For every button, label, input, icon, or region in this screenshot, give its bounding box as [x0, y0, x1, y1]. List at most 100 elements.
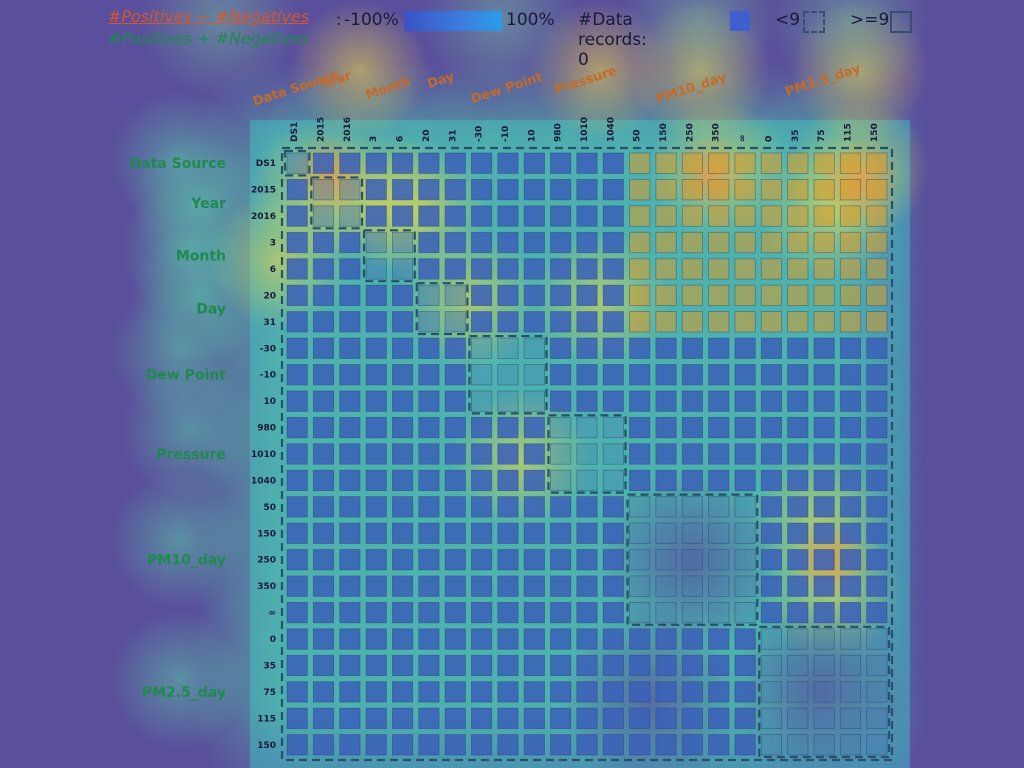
matrix-cell — [339, 681, 361, 703]
matrix-cell — [760, 416, 783, 439]
matrix-cell — [523, 601, 545, 624]
matrix-cell — [444, 311, 466, 333]
matrix-cell — [418, 205, 440, 227]
matrix-cell — [813, 734, 835, 756]
matrix-cell — [444, 443, 466, 465]
matrix-cell — [708, 364, 730, 386]
matrix-cell — [339, 469, 361, 492]
row-tick-label: 350 — [257, 582, 276, 592]
matrix-cell — [365, 496, 387, 518]
matrix-cell — [576, 575, 598, 597]
matrix-cell — [391, 311, 414, 333]
matrix-cell — [866, 496, 888, 518]
matrix-cell — [312, 179, 335, 201]
matrix-cell — [550, 179, 572, 201]
matrix-cell — [655, 522, 677, 544]
matrix-cell — [681, 284, 703, 307]
matrix-cell — [418, 734, 440, 756]
matrix-cell — [760, 734, 783, 756]
matrix-cell — [708, 390, 730, 412]
matrix-cell — [866, 152, 888, 174]
row-tick-label: ∞ — [269, 609, 277, 619]
matrix-cell — [418, 416, 440, 439]
matrix-cell — [471, 152, 493, 174]
matrix-cell — [391, 654, 414, 677]
matrix-cell — [787, 416, 809, 439]
matrix-cell — [681, 575, 703, 597]
matrix-cell — [576, 258, 598, 280]
col-tick-label: 6 — [396, 136, 406, 142]
matrix-cell — [418, 601, 440, 624]
matrix-cell — [655, 205, 677, 227]
row-tick-label: 1010 — [251, 450, 276, 460]
matrix-cell — [365, 575, 387, 597]
matrix-cell — [339, 258, 361, 280]
col-tick-label: 350 — [712, 123, 722, 142]
matrix-cell — [471, 654, 493, 677]
matrix-cell — [576, 284, 598, 307]
matrix-cell — [550, 496, 572, 518]
matrix-cell — [839, 152, 862, 174]
matrix-cell — [839, 443, 862, 465]
matrix-cell — [286, 337, 308, 359]
matrix-cell — [734, 496, 756, 518]
matrix-cell — [365, 258, 387, 280]
matrix-cell — [813, 284, 835, 307]
matrix-cell — [286, 390, 308, 412]
row-tick-label: 50 — [263, 503, 276, 513]
legend-lt-label: <9 — [775, 10, 801, 30]
matrix-cell — [708, 601, 730, 624]
matrix-cell — [444, 284, 466, 307]
row-tick-label: 250 — [257, 556, 276, 566]
matrix-cell — [760, 205, 783, 227]
matrix-cell — [286, 707, 308, 729]
matrix-cell — [312, 231, 335, 254]
matrix-cell — [813, 205, 835, 227]
col-tick-label: 31 — [448, 129, 458, 142]
matrix-cell — [312, 575, 335, 597]
matrix-cell — [681, 179, 703, 201]
matrix-cell — [813, 179, 835, 201]
matrix-cell — [312, 390, 335, 412]
matrix-cell — [760, 496, 783, 518]
matrix-cell — [286, 311, 308, 333]
row-tick-label: 2015 — [251, 186, 276, 196]
matrix-cell — [523, 575, 545, 597]
matrix-cell — [550, 258, 572, 280]
matrix-cell — [839, 522, 862, 544]
matrix-cell — [813, 549, 835, 571]
row-variable-label: Month — [176, 249, 226, 265]
matrix-cell — [708, 205, 730, 227]
matrix-cell — [365, 231, 387, 254]
matrix-cell — [286, 258, 308, 280]
matrix-cell — [550, 390, 572, 412]
matrix-cell — [787, 443, 809, 465]
matrix-cell — [787, 549, 809, 571]
matrix-cell — [312, 681, 335, 703]
matrix-cell — [787, 496, 809, 518]
matrix-cell — [655, 416, 677, 439]
matrix-cell — [655, 337, 677, 359]
matrix-cell — [734, 205, 756, 227]
matrix-cell — [839, 258, 862, 280]
matrix-cell — [312, 416, 335, 439]
matrix-cell — [576, 654, 598, 677]
matrix-cell — [708, 707, 730, 729]
matrix-cell — [365, 522, 387, 544]
matrix-cell — [286, 469, 308, 492]
matrix-cell — [629, 443, 651, 465]
matrix-cell — [734, 284, 756, 307]
matrix-cell — [681, 681, 703, 703]
matrix-cell — [734, 469, 756, 492]
matrix-cell — [681, 707, 703, 729]
matrix-cell — [497, 654, 519, 677]
matrix-cell — [391, 628, 414, 650]
matrix-cell — [497, 707, 519, 729]
matrix-cell — [550, 337, 572, 359]
matrix-cell — [839, 416, 862, 439]
col-tick-label: 0 — [764, 136, 774, 142]
matrix-cell — [550, 549, 572, 571]
matrix-cell — [523, 416, 545, 439]
matrix-cell — [787, 707, 809, 729]
col-tick-label: 150 — [870, 123, 880, 142]
